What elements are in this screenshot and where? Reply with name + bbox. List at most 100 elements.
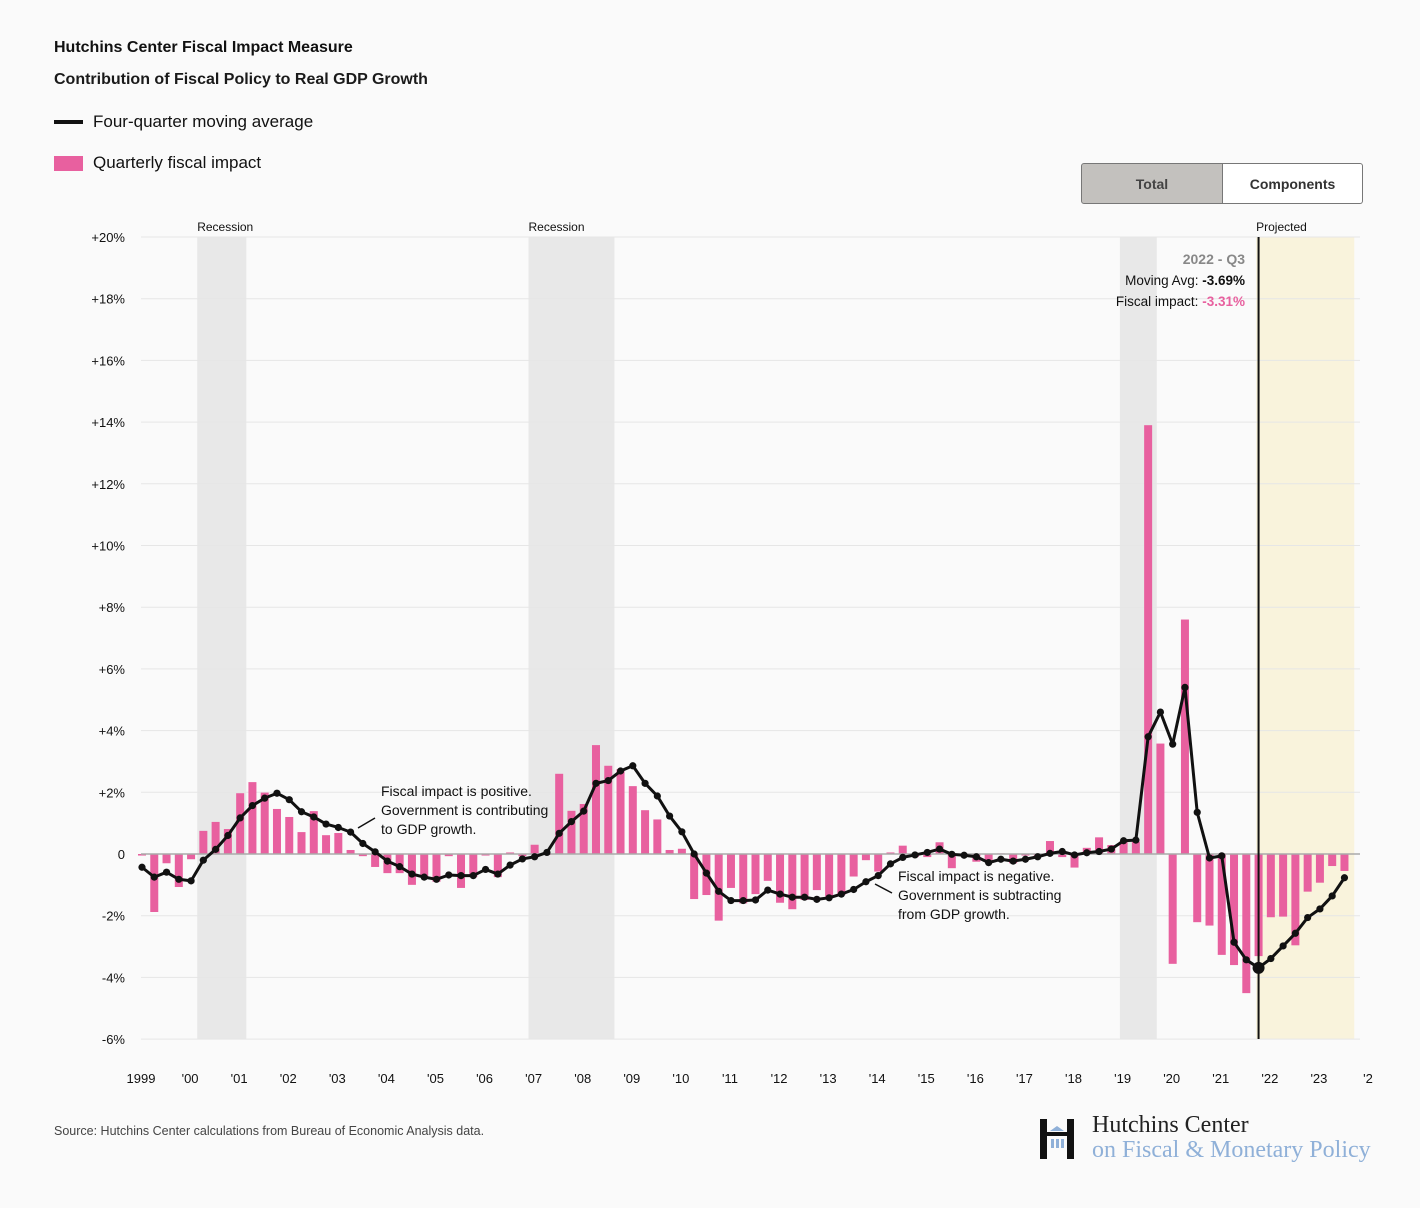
total-button[interactable]: Total	[1081, 163, 1223, 204]
quarterly-impact-bar[interactable]	[1058, 854, 1067, 858]
quarterly-impact-bar[interactable]	[444, 854, 453, 857]
moving-average-point[interactable]	[322, 820, 330, 828]
moving-average-point[interactable]	[1083, 849, 1091, 857]
moving-average-point[interactable]	[788, 893, 796, 901]
moving-average-point[interactable]	[1279, 942, 1287, 950]
moving-average-point[interactable]	[997, 855, 1005, 863]
moving-average-point[interactable]	[1328, 892, 1336, 900]
quarterly-impact-bar[interactable]	[947, 854, 956, 869]
quarterly-impact-bar[interactable]	[223, 829, 232, 854]
quarterly-impact-bar[interactable]	[506, 852, 515, 854]
quarterly-impact-bar[interactable]	[591, 745, 600, 854]
quarterly-impact-bar[interactable]	[984, 854, 993, 861]
moving-average-point[interactable]	[1230, 938, 1238, 946]
moving-average-point[interactable]	[420, 873, 428, 881]
quarterly-impact-bar[interactable]	[763, 854, 772, 881]
moving-average-point[interactable]	[604, 776, 612, 785]
moving-average-point[interactable]	[874, 871, 882, 880]
moving-average-point[interactable]	[1205, 854, 1214, 862]
quarterly-impact-bar[interactable]	[579, 804, 588, 854]
moving-average-point[interactable]	[273, 789, 281, 797]
moving-average-point[interactable]	[396, 863, 404, 871]
quarterly-impact-bar[interactable]	[1230, 854, 1239, 966]
moving-average-point[interactable]	[690, 850, 698, 858]
moving-average-point[interactable]	[923, 848, 931, 857]
moving-average-point[interactable]	[1120, 837, 1128, 845]
quarterly-impact-bar[interactable]	[714, 854, 723, 921]
quarterly-impact-bar[interactable]	[420, 854, 429, 877]
quarterly-impact-bar[interactable]	[1131, 841, 1140, 854]
moving-average-point[interactable]	[1144, 733, 1152, 741]
moving-average-point[interactable]	[1304, 913, 1312, 922]
moving-average-point[interactable]	[481, 865, 490, 874]
moving-average-point[interactable]	[592, 779, 600, 787]
moving-average-point[interactable]	[567, 818, 576, 826]
quarterly-impact-bar[interactable]	[162, 854, 171, 864]
moving-average-point[interactable]	[678, 828, 686, 836]
moving-average-point[interactable]	[800, 893, 809, 901]
moving-average-point[interactable]	[751, 896, 760, 904]
moving-average-point[interactable]	[506, 861, 514, 869]
quarterly-impact-bar[interactable]	[272, 808, 281, 854]
moving-average-point[interactable]	[199, 856, 207, 864]
moving-average-point[interactable]	[248, 801, 257, 810]
quarterly-impact-bar[interactable]	[1315, 854, 1324, 883]
moving-average-point[interactable]	[935, 845, 944, 853]
moving-average-point[interactable]	[764, 886, 772, 894]
quarterly-impact-bar[interactable]	[751, 854, 760, 895]
quarterly-impact-bar[interactable]	[690, 854, 699, 900]
moving-average-point[interactable]	[555, 829, 563, 837]
quarterly-impact-bar[interactable]	[371, 854, 380, 867]
moving-average-point[interactable]	[629, 762, 637, 770]
moving-average-point[interactable]	[383, 857, 391, 865]
quarterly-impact-bar[interactable]	[1242, 854, 1251, 994]
quarterly-impact-bar[interactable]	[187, 854, 196, 860]
quarterly-impact-bar[interactable]	[653, 819, 662, 854]
moving-average-point[interactable]	[666, 812, 674, 820]
moving-average-point[interactable]	[739, 896, 747, 905]
moving-average-point[interactable]	[494, 870, 502, 878]
moving-average-point[interactable]	[371, 848, 379, 856]
moving-average-point[interactable]	[1156, 708, 1165, 716]
moving-average-point[interactable]	[1107, 845, 1115, 853]
moving-average-point[interactable]	[641, 779, 649, 787]
moving-average-point[interactable]	[1009, 857, 1017, 865]
quarterly-impact-bar[interactable]	[138, 854, 146, 856]
quarterly-impact-bar[interactable]	[1070, 854, 1079, 868]
moving-average-point[interactable]	[543, 848, 551, 857]
moving-average-point[interactable]	[1340, 874, 1349, 882]
moving-average-point[interactable]	[518, 855, 526, 863]
components-button[interactable]: Components	[1223, 163, 1363, 204]
moving-average-point[interactable]	[1034, 853, 1042, 861]
moving-average-point[interactable]	[886, 860, 895, 868]
moving-average-point[interactable]	[825, 894, 833, 902]
quarterly-impact-bar[interactable]	[1045, 841, 1054, 854]
moving-average-point[interactable]	[727, 896, 735, 905]
moving-average-point[interactable]	[457, 871, 465, 880]
quarterly-impact-bar[interactable]	[174, 854, 183, 888]
moving-average-point[interactable]	[1316, 905, 1324, 913]
moving-average-point[interactable]	[1181, 683, 1189, 692]
moving-average-point[interactable]	[150, 873, 158, 881]
moving-average-point[interactable]	[580, 807, 588, 815]
moving-average-point[interactable]	[985, 859, 993, 867]
moving-average-point[interactable]	[1095, 847, 1103, 856]
moving-average-point[interactable]	[162, 868, 171, 876]
quarterly-impact-bar[interactable]	[776, 854, 785, 903]
quarterly-impact-bar[interactable]	[1205, 854, 1214, 926]
quarterly-impact-bar[interactable]	[837, 854, 846, 896]
quarterly-impact-bar[interactable]	[1291, 854, 1300, 946]
moving-average-point[interactable]	[862, 878, 870, 886]
quarterly-impact-bar[interactable]	[469, 854, 478, 878]
moving-average-point[interactable]	[1193, 808, 1201, 816]
moving-average-point[interactable]	[972, 853, 980, 861]
quarterly-impact-bar[interactable]	[628, 786, 637, 854]
moving-average-point[interactable]	[1046, 849, 1054, 857]
moving-average-point[interactable]	[224, 831, 232, 840]
quarterly-impact-bar[interactable]	[788, 854, 797, 910]
quarterly-impact-bar[interactable]	[457, 854, 466, 888]
quarterly-impact-bar[interactable]	[1266, 854, 1275, 918]
moving-average-point[interactable]	[297, 808, 306, 816]
quarterly-impact-bar[interactable]	[1021, 854, 1030, 856]
